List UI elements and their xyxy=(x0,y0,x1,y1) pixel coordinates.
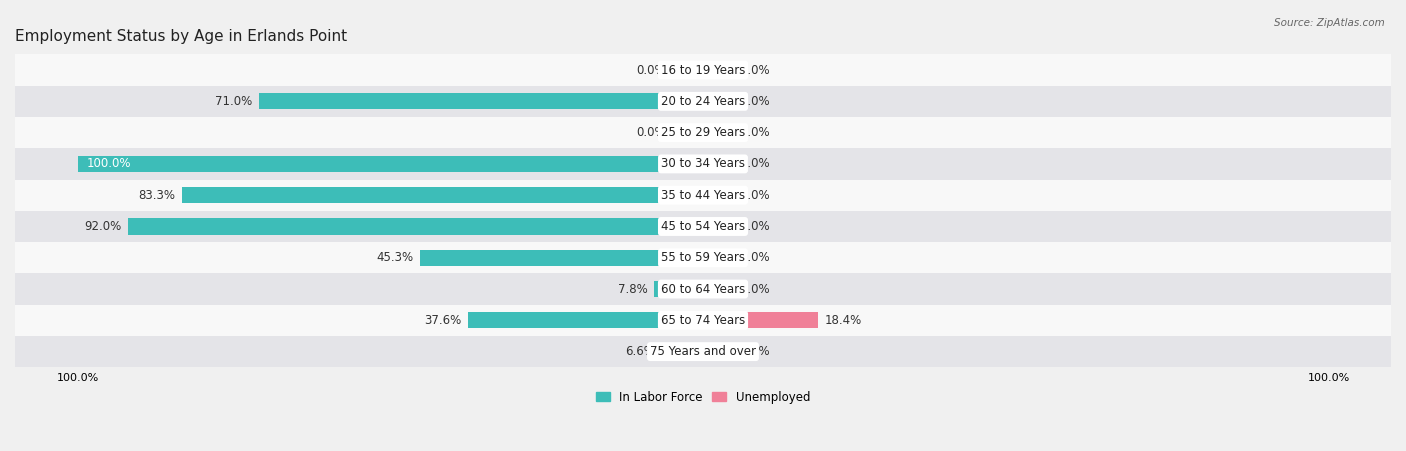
Text: 60 to 64 Years: 60 to 64 Years xyxy=(661,282,745,295)
Text: 0.0%: 0.0% xyxy=(741,157,770,170)
Bar xyxy=(0,211,1406,242)
Bar xyxy=(703,218,734,235)
Text: 6.6%: 6.6% xyxy=(626,345,655,358)
Bar xyxy=(259,93,703,110)
Bar xyxy=(0,55,1406,86)
Bar xyxy=(703,62,734,78)
Bar xyxy=(703,93,734,110)
Bar xyxy=(703,187,734,203)
Bar xyxy=(654,281,703,297)
Text: 0.0%: 0.0% xyxy=(636,64,665,77)
Text: 7.8%: 7.8% xyxy=(619,282,648,295)
Bar xyxy=(672,62,703,78)
Text: 25 to 29 Years: 25 to 29 Years xyxy=(661,126,745,139)
Text: 35 to 44 Years: 35 to 44 Years xyxy=(661,189,745,202)
Text: Source: ZipAtlas.com: Source: ZipAtlas.com xyxy=(1274,18,1385,28)
Text: 0.0%: 0.0% xyxy=(741,189,770,202)
Text: 0.0%: 0.0% xyxy=(741,220,770,233)
Text: 37.6%: 37.6% xyxy=(425,314,461,327)
Text: 92.0%: 92.0% xyxy=(84,220,121,233)
Bar xyxy=(181,187,703,203)
Bar xyxy=(672,124,703,141)
Bar xyxy=(128,218,703,235)
Text: 0.0%: 0.0% xyxy=(741,345,770,358)
Text: 71.0%: 71.0% xyxy=(215,95,253,108)
Text: 45.3%: 45.3% xyxy=(377,251,413,264)
Text: 0.0%: 0.0% xyxy=(741,95,770,108)
Text: 16 to 19 Years: 16 to 19 Years xyxy=(661,64,745,77)
Bar xyxy=(662,344,703,360)
Text: 65 to 74 Years: 65 to 74 Years xyxy=(661,314,745,327)
Bar xyxy=(0,305,1406,336)
Bar xyxy=(468,312,703,328)
Text: 0.0%: 0.0% xyxy=(636,126,665,139)
Bar xyxy=(0,336,1406,367)
Text: 0.0%: 0.0% xyxy=(741,251,770,264)
Bar xyxy=(703,250,734,266)
Text: 55 to 59 Years: 55 to 59 Years xyxy=(661,251,745,264)
Bar xyxy=(0,179,1406,211)
Text: Employment Status by Age in Erlands Point: Employment Status by Age in Erlands Poin… xyxy=(15,28,347,44)
Bar xyxy=(703,281,734,297)
Bar xyxy=(419,250,703,266)
Text: 30 to 34 Years: 30 to 34 Years xyxy=(661,157,745,170)
Text: 100.0%: 100.0% xyxy=(87,157,131,170)
Bar xyxy=(0,148,1406,179)
Text: 45 to 54 Years: 45 to 54 Years xyxy=(661,220,745,233)
Text: 20 to 24 Years: 20 to 24 Years xyxy=(661,95,745,108)
Bar xyxy=(703,344,734,360)
Bar xyxy=(703,312,818,328)
Text: 75 Years and over: 75 Years and over xyxy=(650,345,756,358)
Bar xyxy=(703,156,734,172)
Bar xyxy=(0,273,1406,305)
Bar xyxy=(0,86,1406,117)
Bar xyxy=(0,117,1406,148)
Text: 0.0%: 0.0% xyxy=(741,126,770,139)
Bar xyxy=(0,242,1406,273)
Bar xyxy=(703,124,734,141)
Legend: In Labor Force, Unemployed: In Labor Force, Unemployed xyxy=(591,386,815,408)
Text: 18.4%: 18.4% xyxy=(824,314,862,327)
Text: 0.0%: 0.0% xyxy=(741,282,770,295)
Text: 83.3%: 83.3% xyxy=(139,189,176,202)
Bar xyxy=(77,156,703,172)
Text: 0.0%: 0.0% xyxy=(741,64,770,77)
